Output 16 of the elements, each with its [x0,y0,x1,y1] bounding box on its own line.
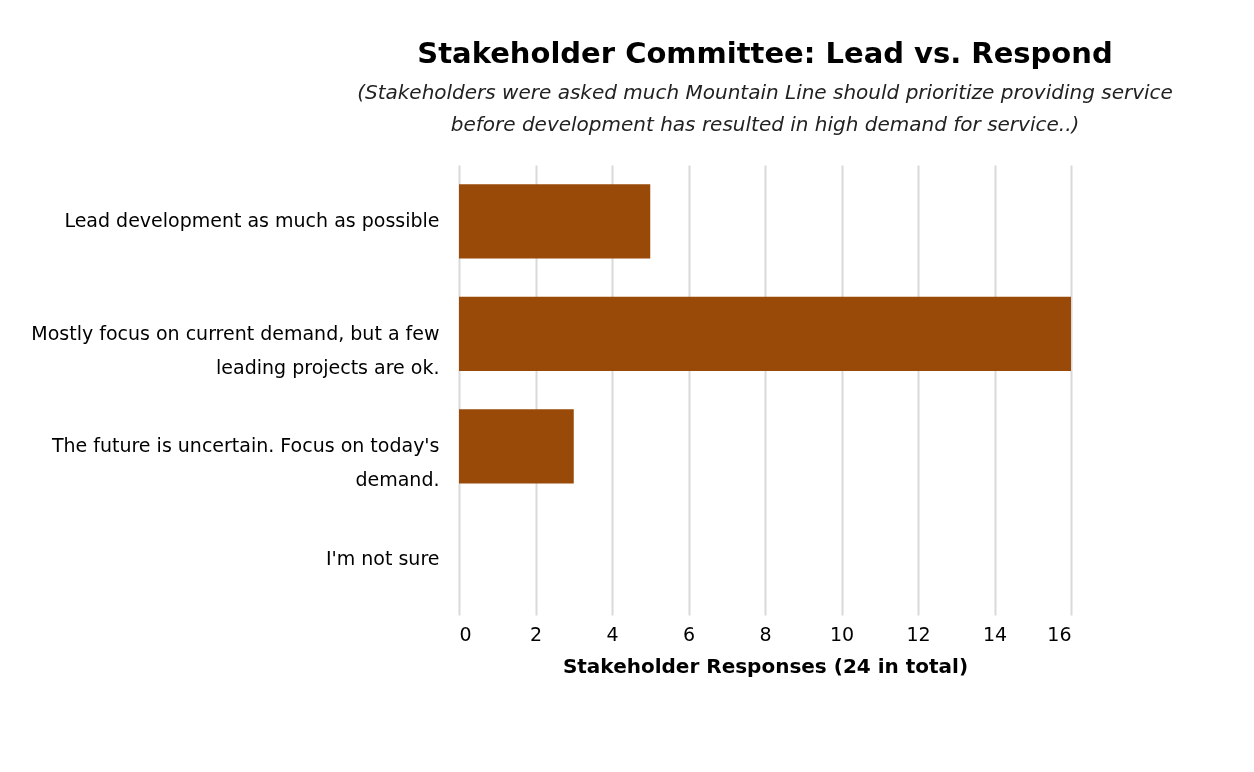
y-tick-label: The future is uncertain. Focus on today's demand. [50,434,440,491]
chart-subtitle: (Stakeholders were asked much Mountain Line should prioritize providing service before development has resulted in high demand for service..) [357,80,1173,136]
y-tick-label: Mostly focus on current demand, but a few leading projects are ok. [31,321,440,378]
x-tick-label: 0 [459,622,472,645]
x-axis-title: Stakeholder Responses (24 in total) [562,653,969,678]
x-tick-label: 12 [906,622,931,645]
x-tick-label: 6 [682,622,696,645]
x-tick-label: 8 [759,622,772,645]
x-tick-label: 10 [829,622,855,645]
chart-title: Stakeholder Committee: Lead vs. Respond [417,36,1113,70]
y-tick-label: I'm not sure [325,546,440,569]
x-tick-label: 2 [529,622,543,645]
y-tick-label: Lead development as much as possible [64,209,440,232]
x-tick-label: 4 [606,622,619,645]
x-tick-label: 14 [982,622,1008,645]
x-tick-label: 16 [1047,622,1072,645]
